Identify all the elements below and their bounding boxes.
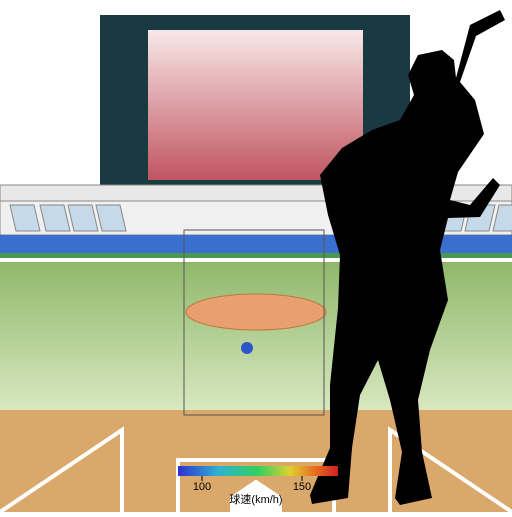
colorbar-tick-label: 100	[193, 481, 211, 493]
pitch-location-chart: 100 150 球速(km/h)	[0, 0, 512, 512]
speed-colorbar	[178, 466, 338, 476]
pitchers-mound	[186, 294, 326, 330]
stage-svg: 100 150 球速(km/h)	[0, 0, 512, 512]
colorbar-tick-label: 150	[293, 481, 311, 493]
scoreboard-screen	[148, 30, 363, 180]
pitch-marker	[241, 342, 253, 354]
colorbar-axis-label: 球速(km/h)	[229, 492, 282, 506]
